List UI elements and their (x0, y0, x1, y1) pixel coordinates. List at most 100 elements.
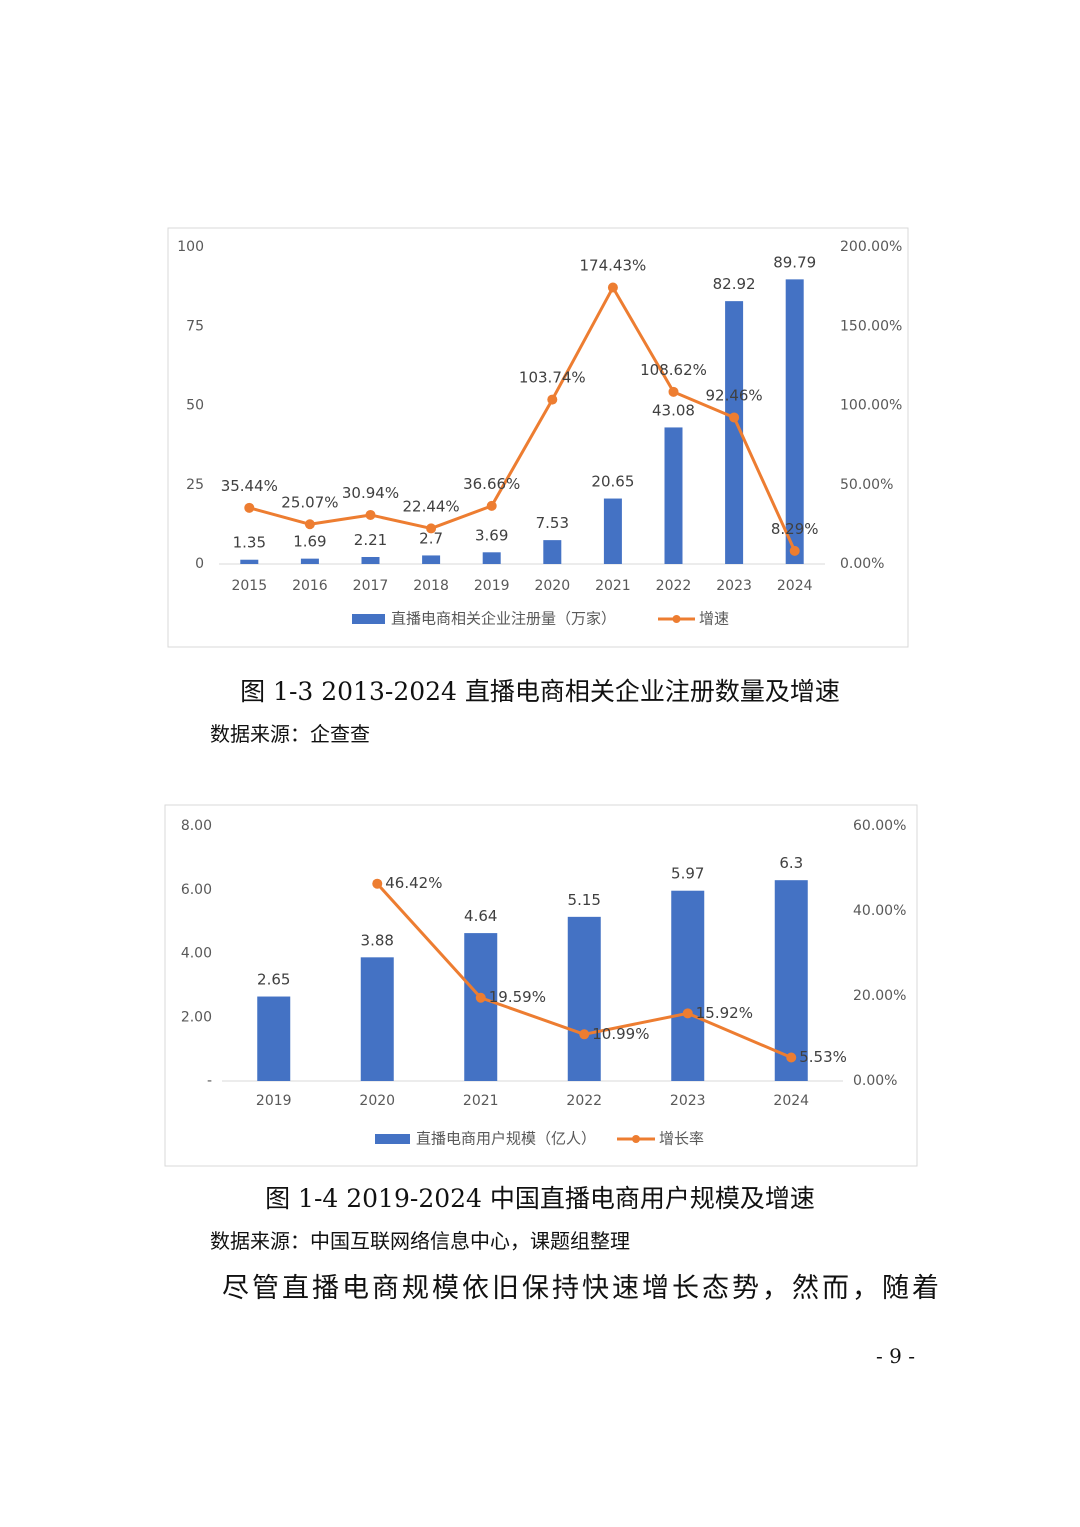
data-label: 1.35 (233, 534, 266, 552)
x-tick-label: 2017 (353, 578, 389, 594)
y2-tick-label: 150.00% (840, 318, 902, 334)
legend-label: 增速 (699, 610, 729, 628)
y2-tick-label: 40.00% (853, 903, 906, 919)
y2-tick-label: 100.00% (840, 398, 902, 414)
bar (240, 559, 259, 564)
line-point (786, 1052, 797, 1063)
figure-caption: 图 1-3 2013-2024 直播电商相关企业注册数量及增速 (240, 677, 840, 706)
y2-tick-label: 60.00% (853, 818, 906, 834)
data-label: 8.29% (771, 520, 819, 538)
data-label: 4.64 (464, 907, 497, 925)
data-label: 6.3 (779, 854, 803, 872)
x-tick-label: 2021 (595, 578, 631, 594)
y-tick-label: 2.00 (181, 1009, 212, 1025)
bar (725, 301, 744, 564)
y-tick-label: 25 (186, 477, 204, 493)
x-tick-label: 2023 (716, 578, 752, 594)
data-label: 2.21 (354, 531, 387, 549)
bar (360, 957, 394, 1081)
bar (464, 933, 498, 1081)
line-point (682, 1008, 693, 1019)
data-label: 35.44% (221, 477, 278, 495)
x-tick-label: 2019 (256, 1093, 292, 1109)
data-label: 5.53% (799, 1048, 847, 1066)
bar (785, 279, 804, 564)
data-label: 108.62% (640, 361, 707, 379)
x-tick-label: 2019 (474, 578, 510, 594)
data-label: 15.92% (696, 1004, 753, 1022)
bar (671, 890, 705, 1081)
chart-frame (167, 227, 909, 648)
legend-swatch (632, 1135, 640, 1143)
data-label: 5.15 (568, 891, 601, 909)
legend-swatch (352, 614, 385, 624)
bar (482, 552, 501, 564)
y2-tick-label: 0.00% (853, 1073, 897, 1089)
x-tick-label: 2023 (670, 1093, 706, 1109)
data-label: 10.99% (592, 1025, 649, 1043)
bar (361, 556, 380, 564)
data-label: 3.69 (475, 526, 508, 544)
data-label: 43.08 (652, 401, 695, 419)
data-label: 82.92 (713, 275, 756, 293)
y-tick-label: 6.00 (181, 882, 212, 898)
data-label: 19.59% (489, 988, 546, 1006)
y-tick-label: 100 (177, 239, 204, 255)
paragraph: 尽管直播电商规模依旧保持快速增长态势，然而，随着 (222, 1273, 942, 1304)
line-point (668, 386, 679, 397)
line-point (304, 519, 315, 530)
y-tick-label: 4.00 (181, 946, 212, 962)
page-number: - 9 - (876, 1344, 915, 1368)
y-tick-label: 0 (195, 556, 204, 572)
x-tick-label: 2020 (359, 1093, 395, 1109)
bar (603, 498, 622, 564)
x-tick-label: 2018 (413, 578, 449, 594)
bar (774, 880, 808, 1081)
data-label: 103.74% (519, 369, 586, 387)
y2-tick-label: 50.00% (840, 477, 893, 493)
y-tick-label: 75 (186, 318, 204, 334)
data-label: 22.44% (402, 497, 459, 515)
figure-source: 数据来源：企查查 (210, 722, 370, 746)
bar (422, 555, 441, 564)
x-tick-label: 2020 (534, 578, 570, 594)
line-point (729, 412, 740, 423)
data-label: 20.65 (591, 473, 634, 491)
x-tick-label: 2015 (231, 578, 267, 594)
line-point (372, 878, 383, 889)
line-point (365, 509, 376, 520)
legend-swatch (672, 615, 681, 623)
legend-label: 直播电商用户规模（亿人） (416, 1130, 596, 1148)
line-point (579, 1029, 590, 1040)
data-label: 7.53 (536, 514, 569, 532)
x-tick-label: 2021 (463, 1093, 499, 1109)
data-label: 89.79 (773, 253, 816, 271)
x-tick-label: 2024 (777, 578, 813, 594)
y2-tick-label: 20.00% (853, 988, 906, 1004)
x-tick-label: 2016 (292, 578, 328, 594)
line-point (426, 523, 437, 534)
x-tick-label: 2022 (656, 578, 692, 594)
x-tick-label: 2022 (566, 1093, 602, 1109)
data-label: 25.07% (281, 493, 338, 511)
data-label: 3.88 (361, 931, 394, 949)
bar (257, 996, 291, 1081)
line-point (789, 545, 800, 556)
line-point (607, 282, 618, 293)
y-tick-label: 8.00 (181, 818, 212, 834)
bar (543, 540, 562, 564)
data-label: 36.66% (463, 475, 520, 493)
figure-source: 数据来源：中国互联网络信息中心，课题组整理 (210, 1229, 630, 1253)
y2-tick-label: 0.00% (840, 556, 884, 572)
data-label: 5.97 (671, 865, 704, 883)
legend-label: 增长率 (659, 1130, 704, 1148)
line-point (244, 502, 255, 513)
data-label: 2.7 (419, 529, 443, 547)
y-tick-label: - (207, 1073, 212, 1089)
figure-caption: 图 1-4 2019-2024 中国直播电商用户规模及增速 (265, 1184, 815, 1213)
bar (567, 916, 601, 1081)
data-label: 174.43% (580, 257, 647, 275)
legend-label: 直播电商相关企业注册量（万家） (391, 610, 616, 628)
